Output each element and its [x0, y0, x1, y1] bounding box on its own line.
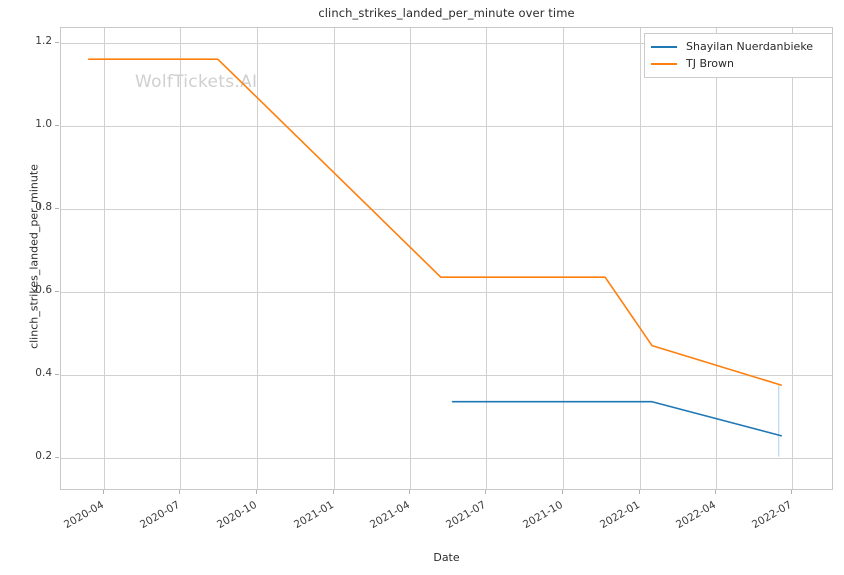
legend-color-swatch-series-0 — [651, 45, 677, 48]
plot-area: WolfTickets.AI — [60, 27, 833, 490]
gridline-vertical-3 — [334, 28, 335, 489]
data-lines-group — [87, 58, 782, 437]
legend-box: Shayilan Nuerdanbieke TJ Brown — [644, 33, 833, 78]
y-axis-label: clinch_strikes_landed_per_minute — [27, 164, 41, 349]
series-line-shayilan-nuerdanbieke — [451, 400, 782, 437]
x-axis-label: Date — [433, 551, 460, 564]
x-tick-mark-3 — [333, 490, 334, 494]
watermark-label: WolfTickets.AI — [135, 72, 258, 92]
x-tick-mark-5 — [485, 490, 486, 494]
y-tick-label-5: 1.2 — [35, 34, 52, 47]
y-tick-mark-5 — [55, 41, 59, 43]
gridline-horizontal-1 — [61, 375, 832, 376]
x-tick-mark-0 — [103, 490, 104, 494]
chart-title: clinch_strikes_landed_per_minute over ti… — [318, 6, 575, 20]
legend-label-series-0: Shayilan Nuerdanbieke — [686, 40, 814, 53]
y-tick-mark-1 — [55, 373, 59, 375]
gridline-horizontal-5 — [61, 43, 832, 44]
gridline-vertical-6 — [563, 28, 564, 489]
y-tick-label-3: 0.8 — [35, 200, 52, 213]
series-line-tj-brown — [87, 58, 782, 386]
gridline-vertical-5 — [486, 28, 487, 489]
series-layer — [87, 58, 782, 457]
y-tick-label-0: 0.2 — [35, 449, 52, 462]
y-tick-mark-2 — [55, 290, 59, 292]
gridline-horizontal-3 — [61, 209, 832, 210]
gridline-vertical-8 — [716, 28, 717, 489]
gridline-vertical-7 — [640, 28, 641, 489]
x-tick-mark-4 — [409, 490, 410, 494]
y-tick-mark-0 — [55, 456, 59, 458]
x-tick-mark-9 — [791, 490, 792, 494]
gridline-vertical-1 — [180, 28, 181, 489]
y-tick-mark-3 — [55, 207, 59, 209]
gridline-horizontal-4 — [61, 126, 832, 127]
y-tick-label-4: 1.0 — [35, 117, 52, 130]
legend-label-series-1: TJ Brown — [686, 57, 734, 70]
x-tick-mark-2 — [256, 490, 257, 494]
x-tick-mark-7 — [639, 490, 640, 494]
gridline-vertical-9 — [792, 28, 793, 489]
legend-item-tj-brown[interactable]: TJ Brown — [651, 55, 826, 72]
y-tick-label-2: 0.6 — [35, 283, 52, 296]
x-tick-mark-8 — [715, 490, 716, 494]
y-tick-label-1: 0.4 — [35, 366, 52, 379]
gridline-vertical-0 — [104, 28, 105, 489]
gridline-vertical-2 — [257, 28, 258, 489]
legend-item-shayilan-nuerdanbieke[interactable]: Shayilan Nuerdanbieke — [651, 38, 826, 55]
legend-color-swatch-series-1 — [651, 62, 677, 65]
gridline-horizontal-2 — [61, 292, 832, 293]
x-tick-mark-1 — [179, 490, 180, 494]
gridline-horizontal-0 — [61, 458, 832, 459]
x-tick-mark-6 — [562, 490, 563, 494]
y-tick-mark-4 — [55, 124, 59, 126]
gridline-vertical-4 — [410, 28, 411, 489]
